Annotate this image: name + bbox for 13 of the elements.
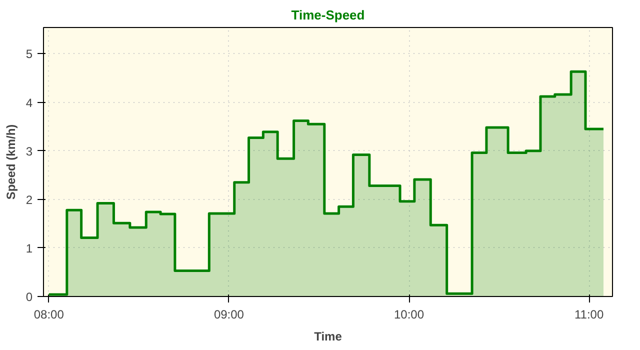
y-tick-label: 2 <box>26 192 33 207</box>
y-tick-label: 5 <box>26 47 33 62</box>
x-tick-label: 08:00 <box>34 308 64 322</box>
y-tick-label: 0 <box>26 290 33 304</box>
y-axis-title: Speed (km/h) <box>4 124 18 200</box>
x-tick-label: 11:00 <box>574 308 604 322</box>
y-tick-label: 4 <box>26 96 33 110</box>
x-axis-title: Time <box>314 330 342 344</box>
x-tick-label: 10:00 <box>394 308 424 322</box>
chart-title: Time-Speed <box>291 8 365 22</box>
x-tick-label: 09:00 <box>214 308 244 322</box>
y-tick-label: 3 <box>26 144 33 158</box>
y-tick-label: 1 <box>26 241 33 256</box>
